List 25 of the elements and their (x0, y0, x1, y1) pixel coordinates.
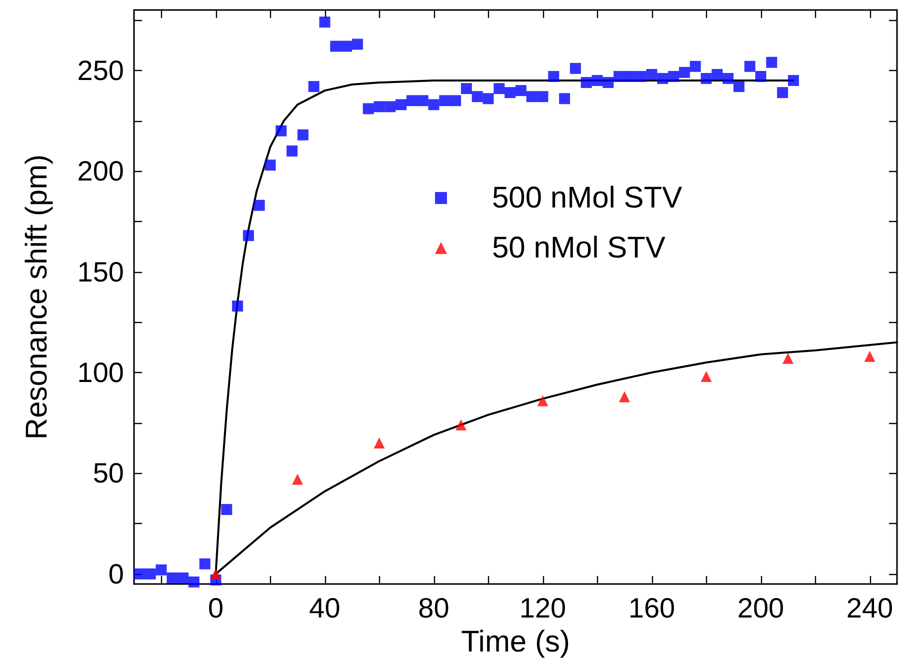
point (374, 438, 385, 449)
y-axis-title: Resonance shift (pm) (20, 154, 54, 440)
y-tick-label: 50 (92, 458, 124, 489)
legend-label: 50 nMol STV (492, 232, 666, 264)
point (700, 371, 712, 382)
point (782, 352, 794, 364)
x-tick-label: 40 (309, 592, 340, 624)
legend-label: 500 nMol STV (492, 182, 682, 214)
point (456, 419, 466, 430)
y-tick-label: 100 (77, 357, 124, 388)
x-tick-label: 80 (418, 592, 450, 624)
point (864, 350, 876, 362)
point (292, 474, 303, 485)
x-tick-label: 240 (846, 592, 894, 624)
x-tick-label: 0 (208, 592, 224, 624)
point (537, 395, 548, 406)
y-tick-label: 250 (77, 54, 124, 86)
y-tick-label: 150 (77, 256, 124, 288)
y-tick-label: 0 (108, 558, 124, 590)
x-tick-label: 120 (519, 592, 566, 624)
x-tick-label: 200 (737, 592, 784, 624)
point (619, 391, 630, 402)
x-tick-label: 160 (628, 592, 676, 624)
y-tick-label: 200 (77, 156, 124, 187)
x-axis-title: Time (s) (461, 625, 570, 658)
